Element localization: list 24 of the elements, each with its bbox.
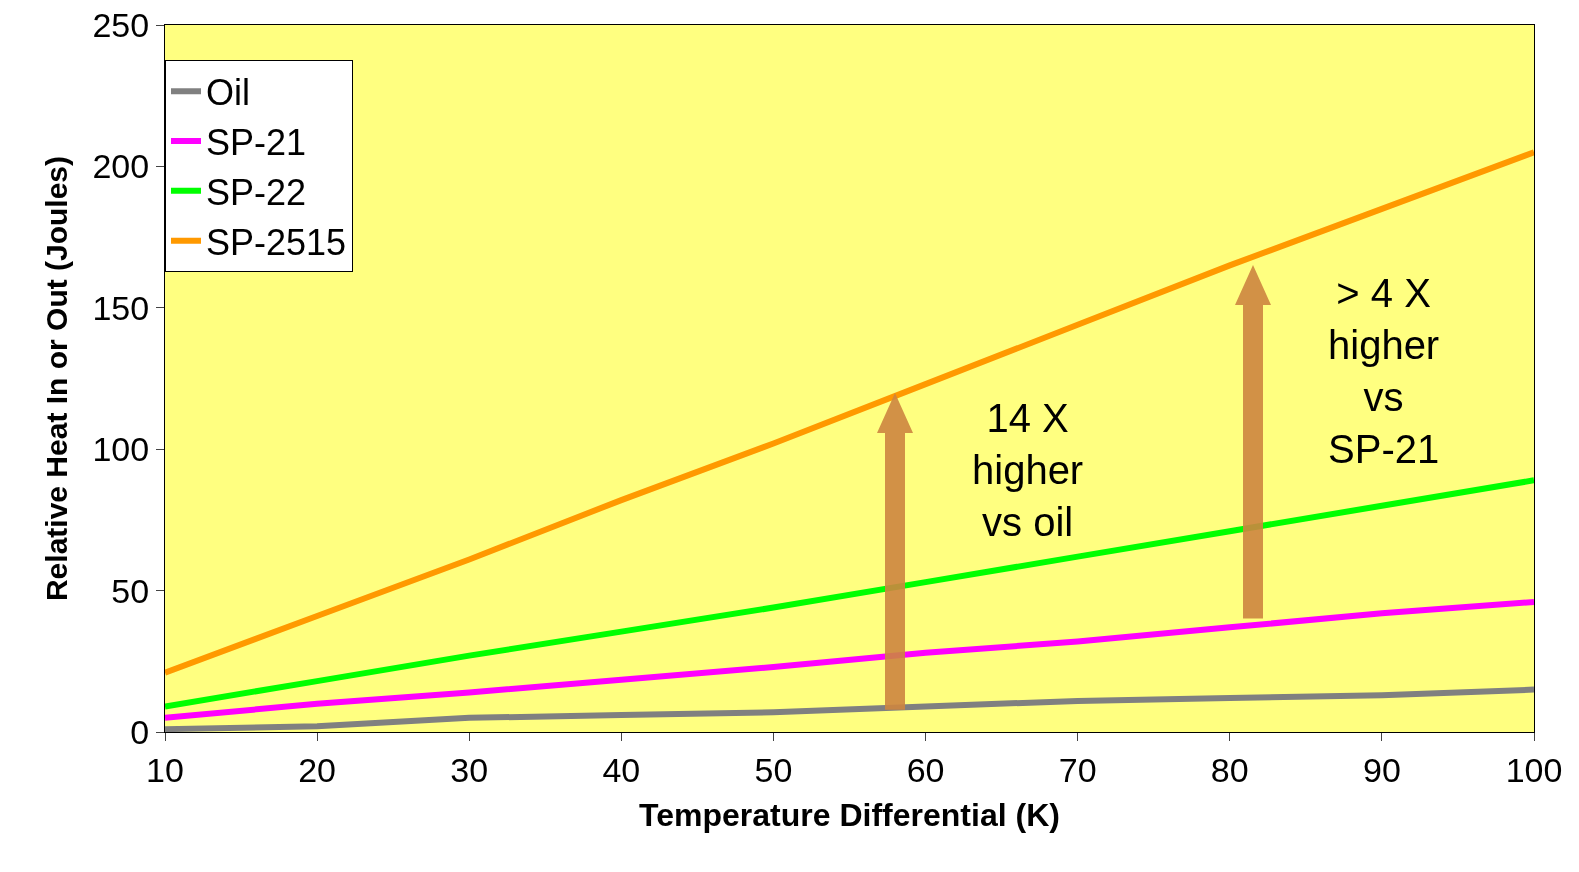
y-tick-label: 50 bbox=[111, 571, 150, 610]
y-tick-label: 200 bbox=[92, 147, 150, 186]
y-tick-label: 250 bbox=[92, 5, 150, 44]
annotation: > 4 X higher vs SP-21 bbox=[1328, 271, 1440, 471]
x-tick-label: 70 bbox=[1058, 750, 1097, 789]
legend-label: SP-2515 bbox=[206, 221, 347, 263]
x-tick-label: 10 bbox=[146, 750, 184, 789]
x-tick-label: 80 bbox=[1210, 750, 1249, 789]
x-tick-label: 100 bbox=[1505, 750, 1563, 789]
x-tick-label: 90 bbox=[1362, 750, 1401, 789]
legend-label: SP-21 bbox=[206, 122, 307, 164]
x-axis-title: Temperature Differential (K) bbox=[639, 796, 1060, 833]
legend-label: SP-22 bbox=[206, 171, 307, 213]
legend-label: Oil bbox=[206, 72, 250, 114]
x-tick-label: 20 bbox=[298, 750, 337, 789]
y-tick-label: 100 bbox=[92, 430, 150, 469]
y-tick-label: 0 bbox=[130, 712, 150, 751]
x-tick-label: 30 bbox=[450, 750, 489, 789]
x-tick-label: 40 bbox=[602, 750, 641, 789]
annotation: 14 X higher vs oil bbox=[972, 396, 1084, 544]
y-tick-label: 150 bbox=[92, 288, 150, 327]
x-tick-label: 60 bbox=[906, 750, 945, 789]
x-tick-label: 50 bbox=[754, 750, 793, 789]
y-axis-title: Relative Heat In or Out (Joules) bbox=[40, 155, 74, 602]
